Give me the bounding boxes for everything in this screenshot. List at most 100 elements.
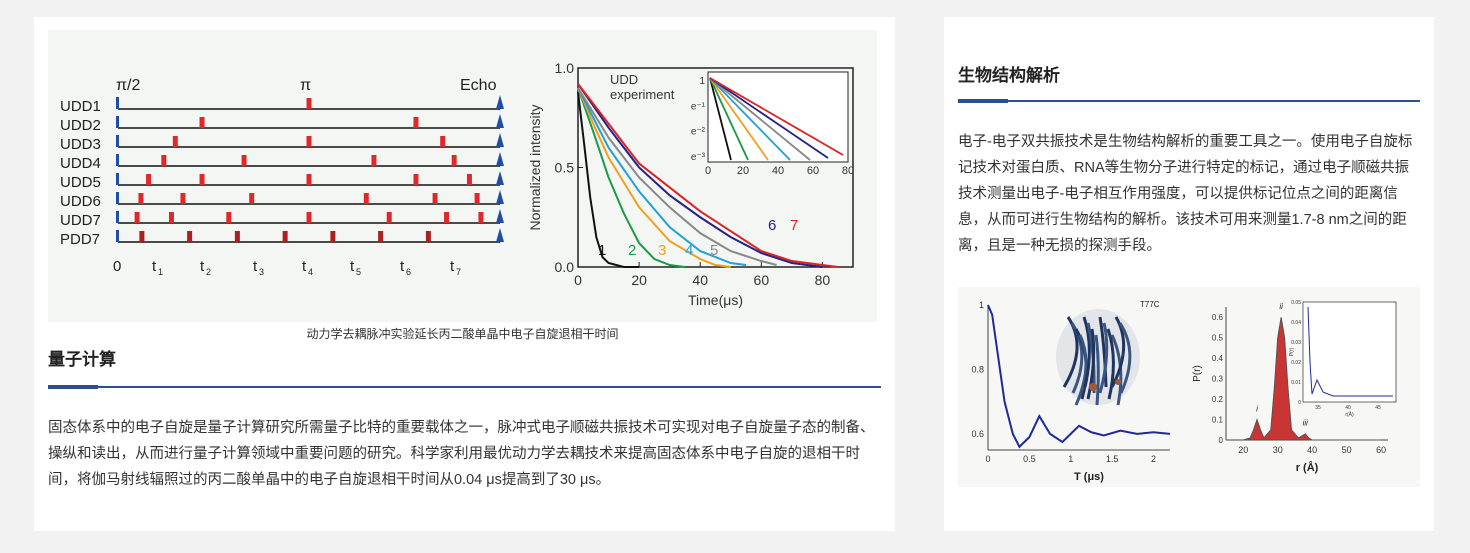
inset-y-tick: 0.03 [1291,340,1301,346]
sequence-label: PDD7 [60,231,100,248]
pi-pulse [282,231,288,242]
inset-y-tick: 0 [1298,400,1301,406]
curve-label: 6 [768,217,776,234]
x-tick-label: 0.5 [1023,454,1036,464]
curve-label: 7 [790,217,798,234]
pi-pulse [139,231,145,242]
inset-y-tick: 0.04 [1291,320,1301,326]
protein-strand [1110,316,1126,388]
pi-pulse [425,231,431,242]
inset-x-tick: 40 [1345,405,1351,411]
pi-pulse [234,231,240,242]
pi-pulse [172,136,178,147]
x-tick-label: 20 [631,272,647,288]
time-tick-subscript: 6 [406,267,411,277]
series-1-line [577,91,640,268]
inset-x-tick: 45 [1375,405,1381,411]
sequence-label: UDD1 [60,98,101,115]
pi-half-pulse [116,97,119,109]
echo-pulse [496,209,504,223]
quantum-computing-card: π/2 π Echo UDD1 UDD2 UDD3 UDD4 UDD5 UDD6 UDD7 PDD7… [34,17,895,531]
y-tick-label: 0.5 [555,160,575,176]
x-tick-label: 60 [754,272,770,288]
inset-y-tick: 1 [699,76,705,87]
series-2-line [577,87,686,268]
inset-x-tick: 20 [737,165,749,177]
pi-pulse [386,212,392,223]
echo-pulse [496,95,504,109]
time-tick-subscript: 4 [308,267,313,277]
inset-y-tick: e⁻² [691,127,706,138]
inset-y-tick: 0.02 [1291,360,1301,366]
y-tick-label: 1.0 [555,60,575,76]
x-tick-label: 60 [1376,445,1386,455]
protein-structure [1056,309,1140,406]
curve-label: 1 [598,242,606,259]
time-tick: t [253,258,258,275]
pi-pulse [146,174,152,185]
series-6-line [577,83,823,268]
x-tick-label: 0 [985,454,990,464]
y-axis-label: Normalized intensity [527,104,543,230]
x-tick-label: 40 [692,272,708,288]
echo-pulse [496,133,504,147]
time-tick: t [350,258,355,275]
distance-area [1243,317,1382,440]
section-title-bio: 生物结构解析 [958,66,1060,85]
pi-pulse [363,193,369,204]
inset-y-tick: 0.05 [1291,300,1301,306]
y-tick-label: 0.0 [555,259,575,275]
inset-series-5 [709,77,811,161]
y-tick-label: 0.5 [1212,334,1224,343]
pi-pulse [413,117,419,128]
pi-half-pulse [116,116,119,128]
protein-strand [1098,316,1108,388]
inset-series-3 [709,77,769,161]
protein-strand [1070,322,1084,394]
peak-label: i [1256,404,1258,413]
pi-label: π [300,77,311,94]
deer-figure-svg: 0 0.5 1 1.5 2 1 0.8 0.6 T (μs) T77C 20 30 40 50 60 0 0.1… [971,300,1397,483]
pi-pulse [138,193,144,204]
time-tick-subscript: 2 [206,267,211,277]
y-tick-label: 0.1 [1212,416,1224,425]
y-tick-label: 0.2 [1212,395,1224,404]
protein-strand [1098,322,1109,394]
protein-label: T77C [1140,300,1160,309]
x-tick-label: 1.5 [1106,454,1119,464]
x-tick-label: 30 [1273,445,1283,455]
x-tick-label: 0 [574,272,582,288]
time-tick: t [152,258,157,275]
deer-figure: 0 0.5 1 1.5 2 1 0.8 0.6 T (μs) T77C 20 30 40 50 60 0 0.1… [958,287,1420,487]
pi-pulse [134,212,140,223]
time-tick-subscript: 7 [456,267,461,277]
y-tick-label: 1 [979,300,984,310]
protein-strand [1106,328,1115,400]
pi-half-pulse [116,154,119,166]
time-tick-subscript: 1 [158,267,163,277]
protein-strand [1062,316,1079,388]
y-tick-label: 0.4 [1212,354,1224,363]
pi-pulse [378,231,384,242]
echo-pulse [496,228,504,242]
series-7-line [577,83,838,268]
peak-label: ii [1279,302,1283,311]
sequence-label: UDD6 [60,193,101,210]
protein-strand [1118,322,1132,394]
sequence-label: UDD2 [60,117,101,134]
protein-strand [1086,328,1096,400]
inset-trace [1307,306,1393,397]
protein-strand [1094,334,1100,406]
udd-figure-svg: π/2 π EchoUDD1UDD2UDD3UDD4UDD5UDD6UDD7PDD7… [60,60,854,308]
pi-pulse [413,174,419,185]
pi-pulse [168,212,174,223]
echo-pulse [496,190,504,204]
inset-x-tick: 35 [1315,405,1321,411]
sequence-label: UDD7 [60,212,101,229]
pi-pulse [371,155,377,166]
inset-y-tick: e⁻¹ [691,101,706,112]
inset-x-tick: 60 [807,165,819,177]
pi-pulse [440,136,446,147]
pi-pulse [187,231,193,242]
y-tick-label: 0.6 [1212,313,1224,322]
